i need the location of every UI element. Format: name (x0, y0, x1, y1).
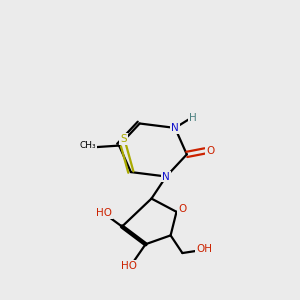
Text: HO: HO (96, 208, 112, 218)
Text: N: N (162, 172, 170, 182)
Text: S: S (120, 134, 127, 144)
Text: HO: HO (121, 261, 137, 271)
Text: O: O (178, 205, 187, 214)
Text: H: H (189, 113, 197, 123)
Text: CH₃: CH₃ (80, 141, 97, 150)
Text: O: O (206, 146, 214, 156)
Text: N: N (171, 123, 179, 133)
Text: OH: OH (196, 244, 212, 254)
